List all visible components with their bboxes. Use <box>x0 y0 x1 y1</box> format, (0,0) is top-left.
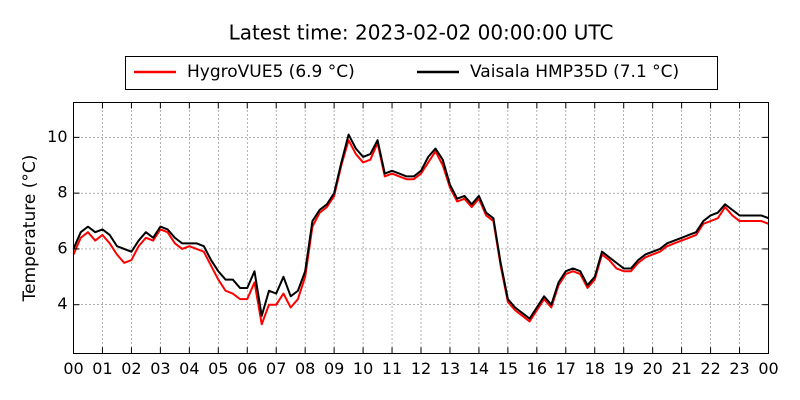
x-tick-label: 18 <box>585 359 605 378</box>
x-tick-label: 02 <box>121 359 141 378</box>
y-tick-label: 4 <box>57 294 67 313</box>
y-tick-label: 8 <box>57 183 67 202</box>
x-tick-label: 20 <box>642 359 662 378</box>
x-tick-label: 12 <box>411 359 431 378</box>
chart-title: Latest time: 2023-02-02 00:00:00 UTC <box>229 21 614 45</box>
y-axis-label: Temperature (°C) <box>20 155 40 303</box>
x-tick-label: 23 <box>729 359 749 378</box>
plot-frame <box>73 102 769 354</box>
x-tick-label: 19 <box>614 359 634 378</box>
series-line <box>72 139 769 326</box>
x-tick-label: 00 <box>758 359 778 378</box>
x-tick-label: 06 <box>237 359 257 378</box>
x-tick-label: 15 <box>498 359 518 378</box>
x-tick-label: 14 <box>469 359 489 378</box>
plot-area <box>72 102 769 354</box>
x-tick-label: 22 <box>700 359 720 378</box>
x-tick-label: 03 <box>150 359 170 378</box>
legend-label: Vaisala HMP35D (7.1 °C) <box>470 62 679 82</box>
x-tick-label: 10 <box>353 359 373 378</box>
series-line <box>72 133 769 320</box>
x-tick-label: 05 <box>208 359 228 378</box>
x-tick-label: 01 <box>92 359 112 378</box>
x-tick-label: 08 <box>295 359 315 378</box>
x-tick-label: 17 <box>556 359 576 378</box>
x-tick-label: 13 <box>440 359 460 378</box>
legend-label: HygroVUE5 (6.9 °C) <box>187 62 355 82</box>
y-tick-label: 6 <box>57 238 67 257</box>
x-tick-label: 09 <box>324 359 344 378</box>
x-tick-label: 07 <box>266 359 286 378</box>
x-tick-label: 04 <box>179 359 199 378</box>
x-tick-label: 16 <box>527 359 547 378</box>
y-tick-label: 10 <box>47 127 67 146</box>
x-tick-label: 21 <box>671 359 691 378</box>
x-tick-label: 11 <box>382 359 402 378</box>
x-tick-label: 00 <box>63 359 83 378</box>
